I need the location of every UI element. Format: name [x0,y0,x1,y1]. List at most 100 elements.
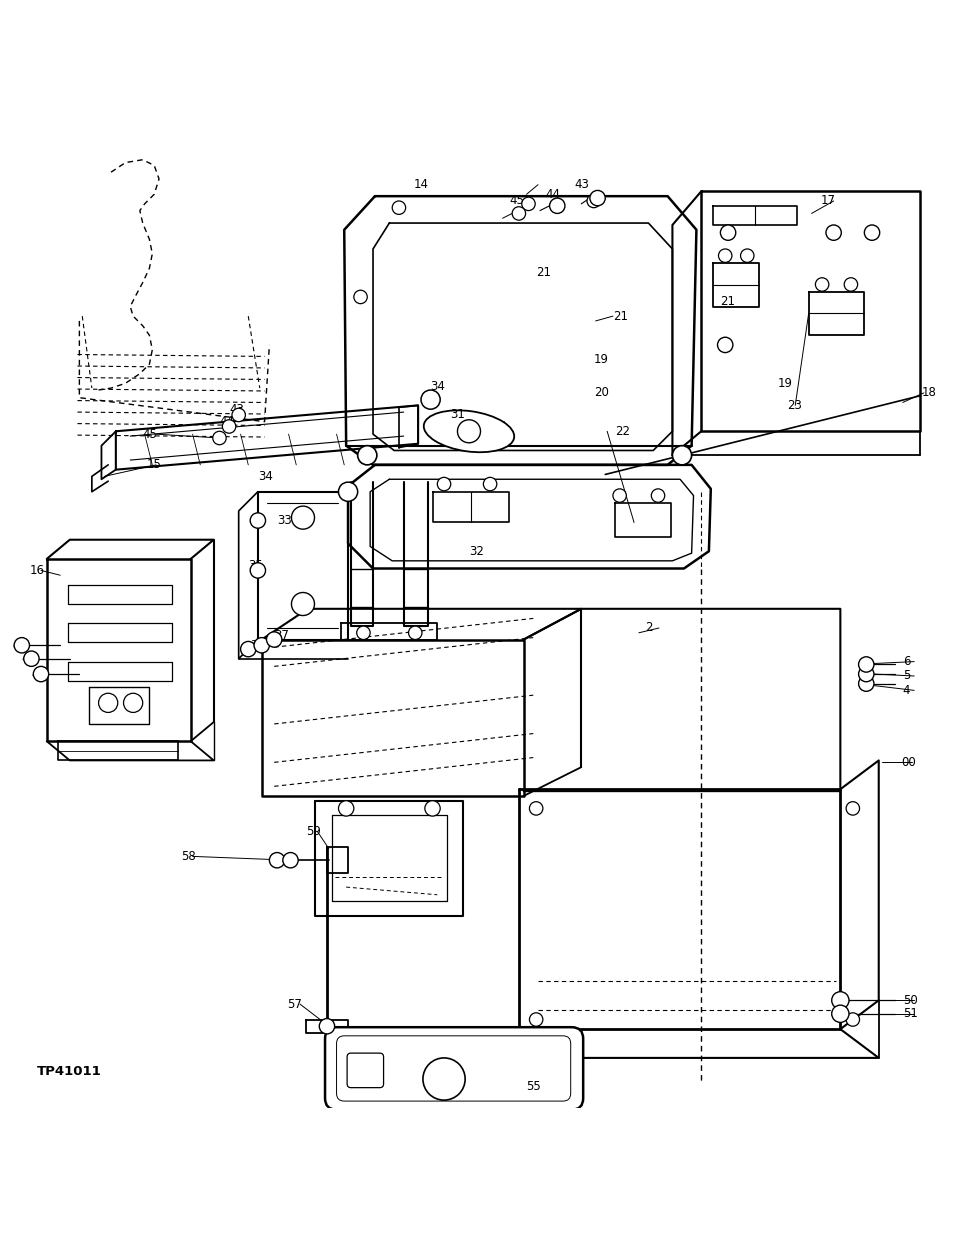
FancyBboxPatch shape [347,1053,383,1088]
Text: 17: 17 [821,195,836,207]
Text: 18: 18 [922,387,937,399]
Circle shape [291,593,314,615]
Text: 42: 42 [32,667,46,681]
Text: 33: 33 [277,514,292,528]
Circle shape [457,420,480,443]
Text: TP41011: TP41011 [37,1065,102,1078]
Circle shape [338,482,357,501]
Text: 43: 43 [575,178,589,191]
Text: 51: 51 [902,1007,918,1020]
Text: 40: 40 [12,639,27,652]
Circle shape [222,420,235,433]
Text: 41: 41 [22,652,37,666]
Circle shape [124,693,143,712]
Circle shape [815,278,828,291]
Circle shape [512,207,526,220]
Circle shape [844,278,857,291]
Circle shape [14,638,30,653]
Ellipse shape [424,411,514,452]
Circle shape [483,477,497,491]
Text: 44: 44 [546,187,561,201]
Circle shape [864,225,879,240]
Circle shape [291,506,314,529]
Text: 57: 57 [286,997,302,1011]
Circle shape [425,801,440,816]
Circle shape [338,801,354,816]
Circle shape [408,625,422,639]
Circle shape [357,446,377,465]
Text: 14: 14 [413,178,429,191]
Circle shape [718,338,733,353]
Circle shape [550,198,565,214]
Circle shape [212,431,226,445]
FancyBboxPatch shape [325,1027,583,1110]
Text: 45: 45 [509,195,524,207]
Circle shape [741,249,754,263]
Circle shape [846,801,859,815]
Text: 15: 15 [147,458,161,471]
Circle shape [250,512,265,529]
Circle shape [673,446,692,465]
Circle shape [613,489,627,502]
Circle shape [858,657,874,672]
Text: 37: 37 [274,629,289,642]
Circle shape [652,489,665,502]
Text: 34: 34 [431,379,446,393]
Circle shape [831,992,849,1009]
Text: 50: 50 [902,993,918,1007]
Circle shape [530,801,543,815]
Text: 55: 55 [527,1080,541,1093]
Text: 45: 45 [143,427,158,441]
Circle shape [587,195,601,207]
Text: 21: 21 [721,295,735,308]
Circle shape [357,625,370,639]
Text: 31: 31 [450,408,465,422]
Circle shape [250,563,265,578]
Text: 6: 6 [902,656,910,668]
Circle shape [719,249,732,263]
Circle shape [24,651,39,667]
Text: 22: 22 [615,425,629,438]
Text: 21: 21 [536,266,552,279]
Circle shape [392,201,406,215]
Text: 36: 36 [250,639,265,652]
Text: 19: 19 [594,353,608,365]
Circle shape [590,191,605,206]
Text: 23: 23 [788,399,802,412]
Circle shape [721,225,736,240]
Text: 35: 35 [248,559,263,573]
Text: 21: 21 [613,310,628,323]
Circle shape [831,1005,849,1022]
Text: 2: 2 [646,622,653,634]
Text: 5: 5 [902,669,910,682]
Circle shape [354,290,367,304]
Text: 44: 44 [219,416,234,428]
Circle shape [858,676,874,691]
Circle shape [858,667,874,682]
Text: 58: 58 [181,850,196,863]
Circle shape [269,853,284,868]
Circle shape [319,1019,334,1034]
Text: 32: 32 [469,545,483,558]
Text: 4: 4 [902,683,910,697]
Text: 59: 59 [306,825,321,838]
Text: 20: 20 [594,387,608,399]
Circle shape [825,225,841,240]
Circle shape [283,853,298,868]
Circle shape [846,1012,859,1026]
Circle shape [421,391,440,409]
Circle shape [530,1012,543,1026]
Text: 43: 43 [229,403,244,416]
Text: 19: 19 [778,377,793,389]
Text: 34: 34 [258,470,273,482]
Circle shape [437,477,451,491]
Circle shape [99,693,118,712]
Circle shape [254,638,269,653]
Circle shape [34,667,49,682]
Circle shape [522,197,535,211]
Circle shape [232,408,245,422]
Text: 16: 16 [30,564,44,577]
Circle shape [240,642,256,657]
Text: 00: 00 [900,756,916,769]
Circle shape [266,632,282,647]
